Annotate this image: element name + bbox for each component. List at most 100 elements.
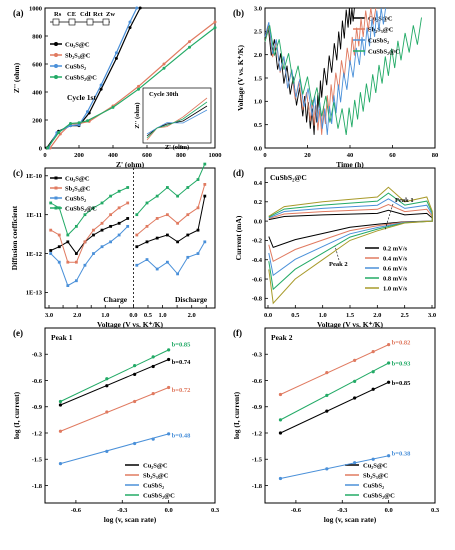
data-point: [186, 255, 190, 259]
x-tick-label: 200: [74, 152, 84, 159]
x-tick-label: 1.0: [158, 312, 166, 319]
data-point: [151, 437, 155, 441]
data-point: [135, 233, 139, 237]
panel-label: (c): [13, 168, 23, 178]
data-point: [126, 186, 130, 189]
data-point: [92, 252, 95, 255]
b-value-label: b=0.74: [172, 359, 191, 366]
y-tick-label: -0.2: [252, 238, 262, 245]
data-point: [111, 105, 115, 109]
data-point: [196, 178, 200, 181]
x-tick-label: 0.5: [291, 312, 300, 319]
data-point: [135, 263, 139, 267]
legend-label: CuSbS₂@C: [368, 49, 400, 56]
series-line-charge: [50, 187, 128, 236]
data-point: [58, 403, 63, 407]
circuit-label: Rs: [54, 11, 62, 18]
data-point: [99, 87, 103, 91]
data-point: [145, 224, 149, 228]
x-tick-label: 1.5: [346, 312, 355, 319]
data-point: [133, 399, 137, 404]
circuit-label: Zw: [106, 11, 115, 18]
data-point: [49, 252, 53, 255]
data-point: [145, 201, 149, 205]
x-axis-label: Time (h): [336, 160, 364, 169]
plot-frame: [264, 7, 436, 149]
x-axis-label: Voltage (V vs. K⁺/K): [317, 320, 384, 329]
y-tick-label: 1E-11: [26, 212, 42, 219]
y-tick-label: -0.3: [252, 352, 263, 359]
panel-e: (e) -0.6 -0.3 0.0 0.3 -0.3 -0.6 -0.9 -1.2 -1.5 -1.…: [12, 327, 220, 524]
data-point: [92, 206, 95, 210]
legend-label: Cu₂S@C: [363, 463, 388, 470]
x-tick-label: 0.0: [264, 312, 272, 319]
x-tick-label: 600: [142, 152, 152, 159]
data-point: [188, 45, 191, 49]
legend-label: CuSbS₂: [143, 483, 164, 490]
legend-label: CuSbS₂@C: [65, 75, 97, 82]
data-point: [100, 245, 104, 249]
y-axis-label: log (I, current): [232, 391, 241, 439]
data-point: [155, 194, 159, 198]
panel-a: (a) 0 200 400 600 800 1000 0 200 400 600 800 1000 Z' …: [12, 5, 222, 169]
data-point: [92, 233, 95, 237]
data-point: [69, 122, 72, 125]
data-point: [166, 213, 169, 217]
y-axis-label: Voltage (V vs. K⁺/K): [236, 44, 245, 111]
y-axis-label: Z'' (ohm): [12, 62, 21, 93]
data-point: [203, 162, 207, 166]
data-point: [162, 62, 166, 66]
data-point: [109, 224, 112, 228]
inset-y-label: Z'' (ohm): [134, 102, 141, 128]
data-point: [145, 258, 149, 261]
legend-marker: [54, 42, 58, 46]
x-tick-label: 1000: [209, 152, 222, 159]
x-tick-label: 0: [263, 152, 266, 159]
data-point: [371, 387, 375, 391]
data-point: [387, 454, 391, 458]
y-tick-label: 600: [32, 61, 42, 68]
legend-label: CuSbS₂@C: [363, 493, 395, 500]
legend-marker: [54, 64, 58, 68]
b-value-label: b=0.48: [172, 432, 191, 439]
y-tick-label: -1.2: [252, 430, 262, 437]
legend-label: Sb₂S₃@C: [368, 27, 394, 34]
x-tick-label: 20: [304, 152, 311, 159]
data-point: [133, 364, 137, 368]
data-point: [109, 213, 112, 217]
series-line-discharge: [136, 163, 206, 216]
data-point: [167, 357, 171, 362]
data-point: [167, 432, 171, 436]
x-tick-label: 2.0: [188, 312, 196, 319]
y-tick-label: 1E-10: [26, 173, 42, 180]
x-tick-label: 1.0: [319, 312, 327, 319]
x-tick-label: 0.0: [165, 507, 173, 514]
fit-line: [60, 387, 169, 432]
y-tick-label: 3.0: [254, 5, 262, 12]
circuit-element: [68, 18, 76, 26]
data-point: [151, 392, 155, 396]
data-point: [114, 56, 118, 60]
data-point: [196, 206, 200, 210]
series-line-discharge: [136, 184, 206, 236]
x-tick-label: 0.3: [431, 507, 440, 514]
x-tick-label: 60: [389, 152, 396, 159]
y-tick-label: 0.2: [254, 199, 262, 206]
x-tick-label: 0: [43, 152, 46, 159]
peak-arrow: [384, 203, 394, 231]
legend-label: CuSbS₂: [65, 64, 86, 71]
data-point: [58, 429, 63, 433]
plot-frame: [44, 327, 216, 504]
legend-label: Sb₂S₃@C: [143, 473, 169, 480]
circuit-label: CE: [67, 11, 76, 18]
data-point: [151, 355, 155, 359]
panel-label: (d): [233, 168, 244, 178]
data-point: [353, 379, 357, 383]
circuit-label: CdI: [80, 11, 91, 18]
x-tick-label: -0.3: [337, 507, 348, 514]
data-point: [133, 372, 137, 376]
data-point: [46, 146, 50, 150]
y-axis-label: Diffusion coefficient: [10, 205, 19, 270]
data-point: [74, 224, 78, 228]
data-point: [371, 457, 375, 461]
